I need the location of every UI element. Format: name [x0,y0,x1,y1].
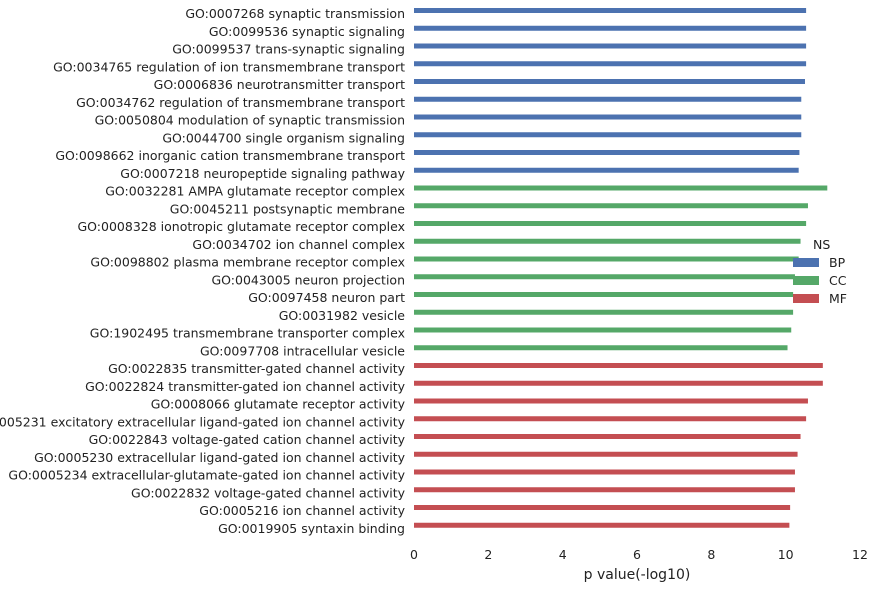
bar-mf [414,522,790,528]
category-label: GO:0005230 extracellular ligand-gated io… [34,450,406,465]
category-label: GO:0022824 transmitter-gated ion channel… [85,379,406,394]
bar-mf [414,487,795,493]
legend-label-bp: BP [829,255,846,270]
category-label: GO:0097708 intracellular vesicle [200,343,405,358]
bar-bp [414,79,805,84]
category-label: GO:0022835 transmitter-gated channel act… [108,361,405,376]
bar-mf [414,505,791,510]
bar-bp [414,25,807,31]
bar-mf [414,363,823,368]
bar-cc [414,256,799,262]
category-label: GO:0099536 synaptic signaling [209,24,405,39]
bar-bp [414,132,802,138]
bar-cc [414,345,788,351]
category-label: GO:0099537 trans-synaptic signaling [172,42,405,57]
category-label: GO:0045211 postsynaptic membrane [170,201,406,216]
category-label: GO:0022832 voltage-gated channel activit… [131,485,406,500]
bar-mf [414,451,798,457]
bar-cc [414,274,795,280]
x-tick-label: 8 [707,547,715,562]
bar-mf [414,434,801,439]
bar-mf [414,416,807,422]
bar-bp [414,114,802,120]
bar-bp [414,167,799,173]
category-label: GO:0034762 regulation of transmembrane t… [76,95,405,110]
bar-bp [414,8,807,13]
bar-cc [414,203,808,209]
bar-cc [414,238,801,244]
legend-title: NS [813,237,830,252]
category-label: GO:0005234 extracellular-glutamate-gated… [8,468,405,483]
bar-mf [414,398,808,404]
legend: NS BP CC MF [793,237,847,306]
bar-bp [414,61,807,67]
category-label: GO:0007268 synaptic transmission [185,6,405,21]
category-label: GO:0022843 voltage-gated cation channel … [89,432,406,447]
x-axis-label: p value(-log10) [584,567,691,583]
x-tick-label: 10 [778,547,794,562]
legend-label-cc: CC [829,273,847,288]
bar-cc [414,292,794,297]
legend-label-mf: MF [829,291,847,306]
category-label: GO:0034702 ion channel complex [192,237,405,252]
bar-cc [414,327,792,333]
category-label: GO:0005231 excitatory extracellular liga… [0,414,406,429]
bar-cc [414,309,794,315]
x-tick-label: 12 [852,547,868,562]
bar-bp [414,43,807,49]
category-label: GO:1902495 transmembrane transporter com… [90,326,405,341]
category-labels: GO:0007268 synaptic transmission GO:00995… [0,6,406,536]
x-tick-label: 4 [559,547,567,562]
category-label: GO:0031982 vesicle [279,308,406,323]
category-label: GO:0044700 single organism signaling [162,130,405,145]
category-label: GO:0007218 neuropeptide signaling pathwa… [120,166,405,181]
bar-bp [414,150,800,155]
category-label: GO:0043005 neuron projection [211,272,405,287]
category-label: GO:0019905 syntaxin binding [218,521,405,536]
category-label: GO:0098662 inorganic cation transmembran… [55,148,405,163]
legend-swatch-mf [793,294,819,303]
category-label: GO:0032281 AMPA glutamate receptor compl… [105,184,405,199]
x-axis-ticks: 0 2 4 6 8 10 12 [410,547,868,562]
category-label: GO:0008328 ionotropic glutamate receptor… [78,219,406,234]
bar-bp [414,96,802,102]
category-label: GO:0050804 modulation of synaptic transm… [95,113,405,128]
legend-swatch-bp [793,258,819,267]
category-label: GO:0097458 neuron part [248,290,405,305]
bar-cc [414,221,807,226]
bar-cc [414,185,828,191]
x-tick-label: 2 [484,547,492,562]
x-tick-label: 0 [410,547,418,562]
category-label: GO:0005216 ion channel activity [199,503,405,518]
bars-layer [414,8,828,528]
category-label: GO:0008066 glutamate receptor activity [151,397,406,412]
x-tick-label: 6 [633,547,641,562]
bar-mf [414,380,823,386]
category-label: GO:0006836 neurotransmitter transport [154,77,405,92]
category-label: GO:0034765 regulation of ion transmembra… [53,59,405,74]
category-label: GO:0098802 plasma membrane receptor comp… [90,255,405,270]
legend-swatch-cc [793,276,819,285]
bar-mf [414,469,795,475]
